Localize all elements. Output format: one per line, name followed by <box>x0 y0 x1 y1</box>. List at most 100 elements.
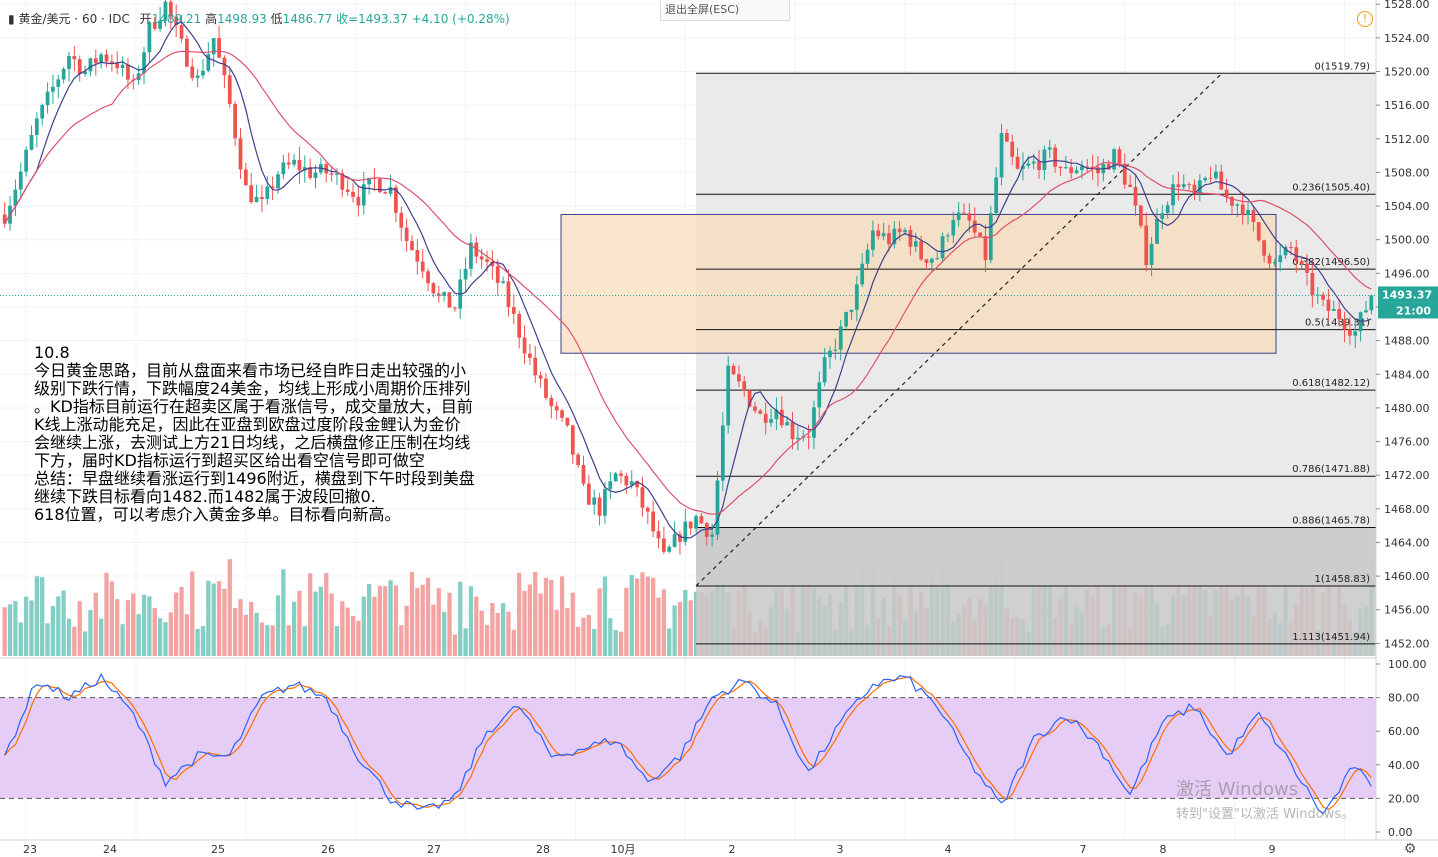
watermark-subtitle: 转到"设置"以激活 Windows。 <box>1176 807 1355 822</box>
volume-bar <box>56 596 61 656</box>
candle-body <box>1112 149 1116 170</box>
volume-bar <box>490 603 495 656</box>
info-icon[interactable]: ! <box>1357 11 1373 27</box>
candle-body <box>833 349 838 351</box>
fib-level-label: 1.113(1451.94) <box>1292 632 1370 643</box>
candle-body <box>297 159 302 171</box>
candle-body <box>576 454 581 466</box>
candle-body <box>104 54 109 62</box>
candle-body <box>45 91 50 106</box>
volume-bar <box>533 572 538 656</box>
candle-body <box>1294 247 1299 262</box>
kd-tick-label: 40.00 <box>1388 759 1420 772</box>
candle-body <box>201 70 205 76</box>
candle-body <box>260 196 264 199</box>
open-value: 1489.21 <box>151 12 202 26</box>
volume-bar <box>479 610 484 656</box>
kd-d-line <box>4 675 1372 811</box>
exit-fullscreen-button[interactable]: 退出全屏(ESC) <box>660 0 790 21</box>
chart-type-icon[interactable]: ▮ <box>8 12 15 26</box>
candle-body <box>1197 180 1202 194</box>
candle-body <box>377 178 382 193</box>
candle-body <box>1305 264 1309 273</box>
volume-bar <box>120 624 125 656</box>
candle-body <box>972 220 977 233</box>
volume-bar <box>506 611 511 656</box>
volume-bar <box>517 572 522 656</box>
candle-body <box>147 22 152 53</box>
volume-bar <box>72 626 77 656</box>
volume-bar <box>356 620 361 656</box>
candle-body <box>152 22 157 29</box>
price-tick-label: 1456.00 <box>1384 604 1430 617</box>
candle-body <box>817 382 822 408</box>
interval-label[interactable]: 60 <box>81 12 98 26</box>
price-tick-label: 1528.00 <box>1384 0 1430 11</box>
candle-body <box>351 191 355 197</box>
kd-tick-label: 60.00 <box>1388 725 1420 738</box>
candle-body <box>1005 132 1009 142</box>
volume-bar <box>656 597 661 656</box>
candle-body <box>747 390 752 407</box>
time-tick-label: 4 <box>945 843 952 856</box>
volume-bar <box>313 591 318 656</box>
candle-body <box>897 228 902 233</box>
candle-body <box>865 249 870 264</box>
moving-averages <box>0 21 1376 539</box>
candle-body <box>1080 166 1084 171</box>
volume-bar <box>324 573 329 656</box>
candle-body <box>517 313 522 338</box>
settings-gear-icon[interactable]: ⚙ <box>1404 841 1417 857</box>
candle-body <box>1069 167 1074 174</box>
volume-bar <box>383 586 388 656</box>
volume-bar <box>420 584 425 656</box>
candle-body <box>1149 243 1154 266</box>
volume-bar <box>184 614 190 656</box>
low-value: 1486.77 <box>282 12 333 26</box>
symbol-name[interactable]: 黄金/美元 <box>18 12 71 26</box>
candle-body <box>479 256 484 260</box>
volume-bar <box>522 590 527 656</box>
candle-body <box>158 20 162 29</box>
price-tag-label: 1493.37 <box>1382 288 1432 301</box>
candle-body <box>962 212 966 214</box>
candle-body <box>951 220 956 236</box>
candle-body <box>1337 309 1342 320</box>
candle-body <box>238 138 243 170</box>
candle-body <box>838 326 843 350</box>
candle-body <box>737 374 741 382</box>
volume-bar <box>350 615 356 656</box>
candle-body <box>635 481 639 488</box>
volume-bar <box>152 608 157 656</box>
candle-body <box>522 337 527 354</box>
candle-body <box>860 263 865 285</box>
candle-body <box>72 55 77 60</box>
volume-bar <box>216 581 222 656</box>
volume-bar <box>458 581 463 656</box>
candle-body <box>24 149 28 172</box>
candle-body <box>1026 163 1031 166</box>
note-line: K线上涨动能充足，因此在亚盘到欧盘过度阶段金鲤认为金价 <box>34 415 461 434</box>
candle-body <box>1128 184 1133 187</box>
kd-tick-label: 100.00 <box>1388 658 1427 671</box>
candle-body <box>40 105 45 119</box>
candle-body <box>699 516 704 524</box>
candle-body <box>704 523 709 537</box>
candle-body <box>1176 184 1181 188</box>
candle-body <box>1230 196 1234 206</box>
candle-body <box>1224 189 1229 197</box>
volume-bar <box>618 631 624 656</box>
volume-bar <box>23 596 29 656</box>
volume-bar <box>484 624 490 656</box>
candle-body <box>399 212 404 228</box>
candle-body <box>185 38 189 67</box>
candle-body <box>99 54 104 64</box>
candle-body <box>442 292 447 296</box>
volume-bar <box>377 585 382 656</box>
symbol-header: ▮ 黄金/美元 · 60 · IDC 开1489.21 高1498.93 低14… <box>8 12 510 26</box>
candle-body <box>876 230 881 237</box>
volume-bar <box>677 602 683 656</box>
candle-body <box>485 259 489 262</box>
volume-bar <box>661 589 667 656</box>
